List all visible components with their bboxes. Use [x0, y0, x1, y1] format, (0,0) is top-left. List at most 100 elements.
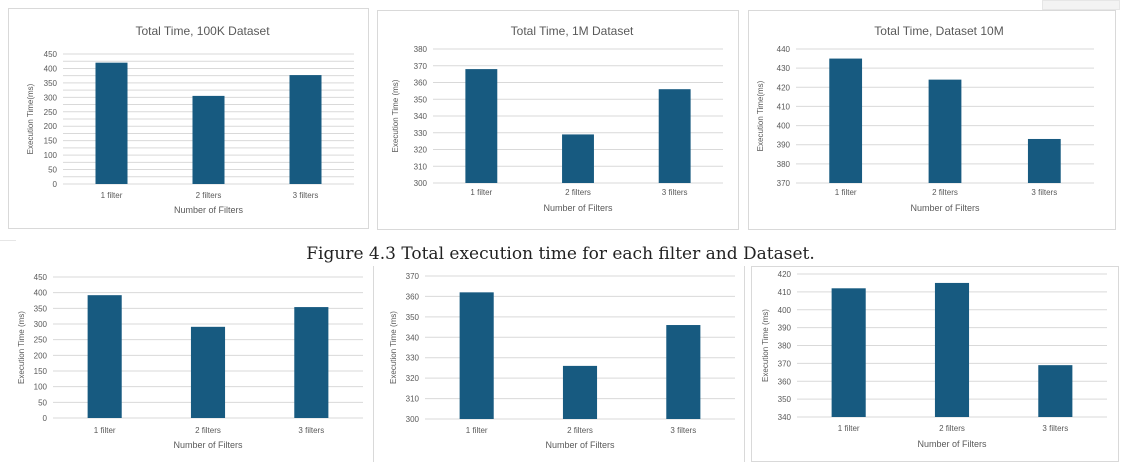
y-tick-label: 420: [777, 83, 791, 92]
y-tick-label: 380: [777, 160, 791, 169]
y-tick-label: 400: [34, 289, 48, 298]
y-tick-label: 100: [44, 151, 58, 160]
y-tick-label: 200: [44, 122, 58, 131]
y-tick-label: 200: [34, 351, 48, 360]
y-tick-label: 310: [414, 162, 428, 171]
y-tick-label: 350: [414, 95, 428, 104]
bar: [928, 79, 962, 183]
y-axis-label: Execution Time (ms): [389, 311, 398, 384]
y-tick-label: 390: [778, 324, 792, 333]
x-tick-label: 1 filter: [470, 188, 492, 197]
y-tick-label: 420: [778, 270, 792, 279]
y-tick-label: 430: [777, 64, 791, 73]
y-tick-label: 350: [406, 313, 420, 322]
y-tick-label: 250: [44, 108, 58, 117]
bar: [294, 307, 329, 418]
y-tick-label: 340: [778, 413, 792, 422]
y-tick-label: 370: [777, 179, 791, 188]
y-tick-label: 0: [53, 180, 58, 189]
chart-panel-1: 0 50 100 150 200 250 300 350 400 450 1 filter 2 fil…: [8, 8, 369, 229]
x-axis-label: Number of Filters: [917, 439, 987, 449]
y-tick-label: 340: [406, 333, 420, 342]
x-axis-label: Number of Filters: [910, 203, 980, 213]
chart-title: Total Time, 100K Dataset: [135, 24, 270, 38]
y-tick-label: 300: [414, 179, 428, 188]
bar: [95, 62, 128, 184]
x-axis-label: Number of Filters: [174, 205, 244, 215]
chart-panel-4: 0 50 100 150 200 250 300 350 400 450 1 filter 2 fil…: [8, 266, 374, 462]
bar: [289, 75, 322, 184]
x-tick-label: 1 filter: [838, 424, 860, 433]
y-tick-label: 400: [777, 122, 791, 131]
y-tick-label: 100: [34, 383, 48, 392]
x-axis-label: Number of Filters: [545, 440, 615, 450]
x-tick-label: 3 filters: [298, 426, 324, 435]
y-tick-label: 150: [34, 367, 48, 376]
y-tick-label: 360: [414, 79, 428, 88]
chart-panel-6: 340 350 360 370 380 390 400 410 420 1 filter 2 fil…: [751, 266, 1119, 462]
x-tick-label: 1 filter: [466, 426, 488, 435]
y-tick-label: 350: [34, 304, 48, 313]
corner-frame: [1042, 0, 1120, 10]
y-tick-label: 370: [778, 359, 792, 368]
x-tick-label: 1 filter: [101, 191, 123, 200]
x-axis-label: Number of Filters: [543, 203, 613, 213]
x-tick-label: 1 filter: [835, 188, 857, 197]
chart-svg-2: 300 310 320 330 340 350 360 370 380 1 filter 2 fil…: [391, 24, 723, 213]
bar: [658, 89, 691, 183]
chart-svg-1: 0 50 100 150 200 250 300 350 400 450 1 filter 2 fil…: [26, 24, 354, 215]
chart-panel-5: 300 310 320 330 340 350 360 370 1 filter 2 filter…: [380, 266, 745, 462]
chart-panel-2: 300 310 320 330 340 350 360 370 380 1 filter 2 fil…: [377, 10, 739, 230]
y-tick-label: 390: [777, 141, 791, 150]
chart-title: Total Time, Dataset 10M: [874, 24, 1003, 38]
y-tick-label: 340: [414, 112, 428, 121]
y-tick-label: 450: [34, 273, 48, 282]
y-tick-label: 380: [414, 45, 428, 54]
y-tick-label: 370: [414, 62, 428, 71]
y-tick-label: 350: [44, 79, 58, 88]
bar: [190, 326, 226, 418]
x-tick-label: 2 filters: [567, 426, 593, 435]
chart-panel-3: 370 380 390 400 410 420 430 440 1 filter 2 filter…: [748, 10, 1116, 230]
y-axis-label: Execution Time(ms): [26, 83, 35, 154]
x-tick-label: 3 filters: [1042, 424, 1068, 433]
figure-caption: Figure 4.3 Total execution time for each…: [306, 244, 815, 264]
x-tick-label: 3 filters: [662, 188, 688, 197]
y-tick-label: 50: [48, 166, 57, 175]
y-tick-label: 250: [34, 336, 48, 345]
y-tick-label: 450: [44, 50, 58, 59]
y-tick-label: 300: [34, 320, 48, 329]
x-tick-label: 2 filters: [939, 424, 965, 433]
y-axis-label: Execution Time (ms): [391, 79, 400, 152]
y-tick-label: 310: [406, 395, 420, 404]
y-axis-label: Execution Time (ms): [17, 311, 26, 384]
bar: [831, 288, 866, 417]
bar: [459, 292, 494, 419]
y-tick-label: 300: [44, 93, 58, 102]
chart-svg-6: 340 350 360 370 380 390 400 410 420 1 filter 2 fil…: [761, 270, 1107, 449]
y-tick-label: 360: [406, 292, 420, 301]
y-tick-label: 350: [778, 395, 792, 404]
bar: [562, 134, 594, 183]
y-tick-label: 380: [778, 342, 792, 351]
y-axis-label: Execution Time(ms): [756, 80, 765, 151]
bar: [192, 95, 225, 184]
y-tick-label: 410: [777, 102, 791, 111]
y-tick-label: 320: [414, 146, 428, 155]
bar: [666, 325, 701, 419]
chart-svg-4: 0 50 100 150 200 250 300 350 400 450 1 filter 2 fil…: [17, 273, 363, 450]
y-tick-label: 330: [406, 354, 420, 363]
x-axis-label: Number of Filters: [173, 440, 243, 450]
y-tick-label: 410: [778, 288, 792, 297]
bar: [1038, 365, 1073, 417]
x-tick-label: 1 filter: [94, 426, 116, 435]
y-tick-label: 370: [406, 272, 420, 281]
y-axis-label: Execution Time (ms): [761, 309, 770, 382]
x-tick-label: 2 filters: [932, 188, 958, 197]
y-tick-label: 400: [778, 306, 792, 315]
x-tick-label: 3 filters: [670, 426, 696, 435]
chart-svg-5: 300 310 320 330 340 350 360 370 1 filter 2 filter…: [389, 272, 735, 450]
bar: [829, 58, 863, 184]
x-tick-label: 2 filters: [195, 426, 221, 435]
bar: [934, 282, 970, 417]
